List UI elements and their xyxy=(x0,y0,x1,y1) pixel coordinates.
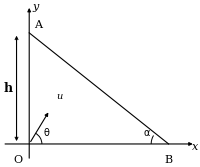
Text: θ: θ xyxy=(43,128,49,138)
Text: A: A xyxy=(34,20,42,30)
Text: x: x xyxy=(191,142,198,152)
Text: O: O xyxy=(13,155,23,165)
Text: y: y xyxy=(32,2,38,12)
Text: h: h xyxy=(4,82,13,95)
Text: α: α xyxy=(143,128,149,138)
Text: u: u xyxy=(56,92,62,101)
Text: B: B xyxy=(164,155,172,165)
